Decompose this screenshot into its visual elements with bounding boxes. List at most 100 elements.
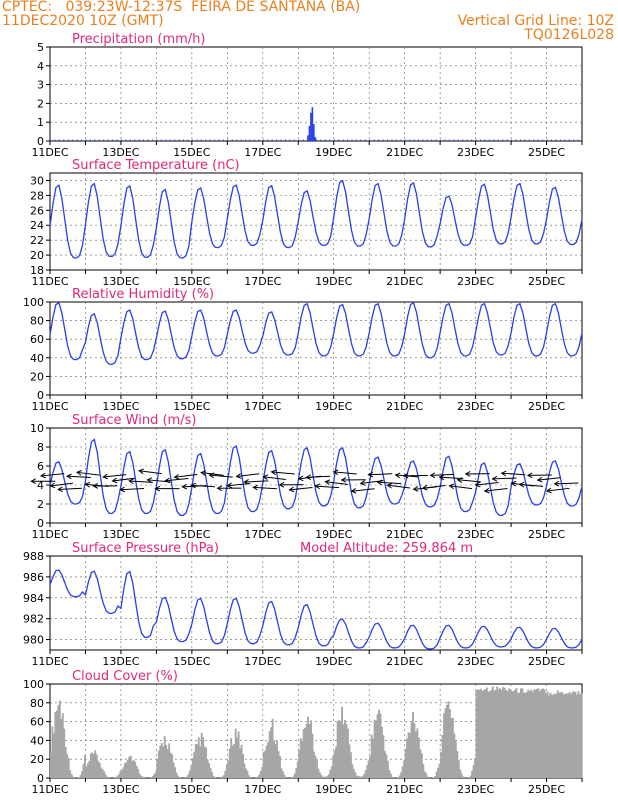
precip-trace	[320, 139, 322, 141]
cloud-bar	[425, 773, 428, 778]
cloud-bar	[103, 771, 106, 778]
cloud-bar	[533, 689, 536, 778]
cloud-bar	[85, 766, 88, 778]
x-tick-label: 13DEC	[102, 528, 139, 541]
cloud-bar	[539, 691, 542, 778]
wind-arrow	[67, 475, 91, 478]
wind-arrow	[439, 476, 464, 480]
cloud-bar	[57, 705, 60, 778]
precip-trace	[205, 139, 207, 141]
cloud-bar	[417, 737, 420, 778]
wind-arrow	[537, 477, 561, 481]
cloud-bar	[460, 773, 463, 778]
cloud-bar	[509, 689, 512, 778]
wind-arrow-head	[510, 480, 517, 487]
precip-trace	[355, 139, 357, 141]
cloud-bar	[273, 740, 276, 778]
cloud-bar	[69, 770, 72, 778]
cloud-bar	[323, 776, 326, 778]
cloud-bar	[484, 689, 487, 778]
x-tick-label: 13DEC	[102, 783, 139, 796]
cloud-bar	[66, 754, 69, 778]
precip-trace	[484, 139, 486, 141]
y-tick-label: 24	[30, 219, 44, 232]
cloud-bar	[101, 769, 104, 778]
y-tick-label: 2	[37, 97, 44, 110]
chart-header: CPTEC: 039:23W-12:37S FEIRA DE SANTANA (…	[0, 0, 618, 44]
cloud-bar	[506, 691, 509, 778]
cloud-bar	[150, 777, 153, 778]
wind-arrow-head	[92, 483, 99, 489]
cloud-bar	[358, 776, 361, 778]
precip-trace	[506, 139, 508, 141]
precip-trace	[85, 139, 87, 141]
x-tick-label: 23DEC	[457, 146, 494, 159]
wind-arrow-head	[429, 472, 436, 479]
wind-arrow-head	[111, 477, 118, 484]
wind-arrow-head	[181, 483, 188, 490]
cloud-bar	[570, 694, 573, 778]
cloud-bar	[234, 728, 237, 778]
x-tick-label: 19DEC	[315, 655, 352, 668]
precip-trace	[519, 139, 521, 141]
cloud-bar	[203, 746, 206, 778]
precip-trace	[240, 139, 242, 141]
x-tick-label: 21DEC	[386, 400, 423, 413]
cloud-bar	[51, 726, 54, 778]
precip-trace	[98, 139, 100, 141]
precip-trace	[165, 139, 167, 141]
cloud-bar	[401, 766, 404, 778]
cloud-bar	[64, 747, 67, 778]
wind-arrow	[519, 483, 544, 487]
x-tick-label: 25DEC	[528, 275, 565, 288]
precip-trace	[253, 139, 255, 141]
x-tick-label: 17DEC	[244, 275, 281, 288]
cloud-bar	[295, 768, 298, 778]
wind-arrow-head	[350, 487, 357, 494]
cloud-bar	[434, 775, 437, 778]
wind-arrow-head	[438, 474, 445, 481]
cloud-bar	[248, 775, 250, 778]
cloud-bar	[166, 749, 169, 778]
cloud-bar	[490, 689, 493, 778]
x-tick-label: 11DEC	[31, 783, 68, 796]
cloud-bar	[276, 740, 278, 778]
wind-arrow-head	[483, 487, 490, 494]
precip-trace	[435, 139, 437, 141]
cloud-bar	[499, 688, 502, 778]
wind-arrow	[289, 486, 313, 491]
cloud-bar	[410, 722, 413, 778]
cloud-bar	[573, 691, 576, 778]
y-tick-label: 18	[30, 264, 44, 277]
cloud-bar	[440, 751, 443, 778]
y-tick-label: 28	[30, 189, 44, 202]
precip-trace	[147, 139, 149, 141]
cloud-bar	[386, 760, 389, 778]
cloud-bar	[525, 692, 528, 778]
cloud-bar	[459, 769, 462, 778]
cloud-bar	[211, 771, 213, 778]
cloud-bar	[54, 711, 57, 778]
cloud-bar	[363, 773, 366, 778]
cloud-bar	[348, 744, 351, 778]
cloud-bar	[311, 733, 314, 778]
cloud-bar	[330, 766, 333, 778]
wind-arrow-head	[305, 474, 312, 480]
cloud-bar	[404, 749, 407, 778]
cloud-bar	[128, 756, 131, 778]
cloud-bar	[528, 691, 531, 778]
cloud-bar	[352, 768, 355, 778]
cloud-bar	[548, 695, 550, 778]
cloud-bar	[202, 737, 205, 778]
cloud-bar	[369, 756, 372, 778]
cloud-bar	[157, 750, 160, 778]
cloud-bar	[89, 753, 92, 778]
y-tick-label: 4	[37, 60, 44, 73]
cloud-bar	[151, 775, 154, 778]
cloud-bar	[355, 775, 358, 778]
y-tick-label: 22	[30, 234, 44, 247]
precip-trace	[67, 139, 69, 141]
wind-arrow-head	[314, 483, 321, 490]
cloud-bar	[60, 719, 63, 778]
